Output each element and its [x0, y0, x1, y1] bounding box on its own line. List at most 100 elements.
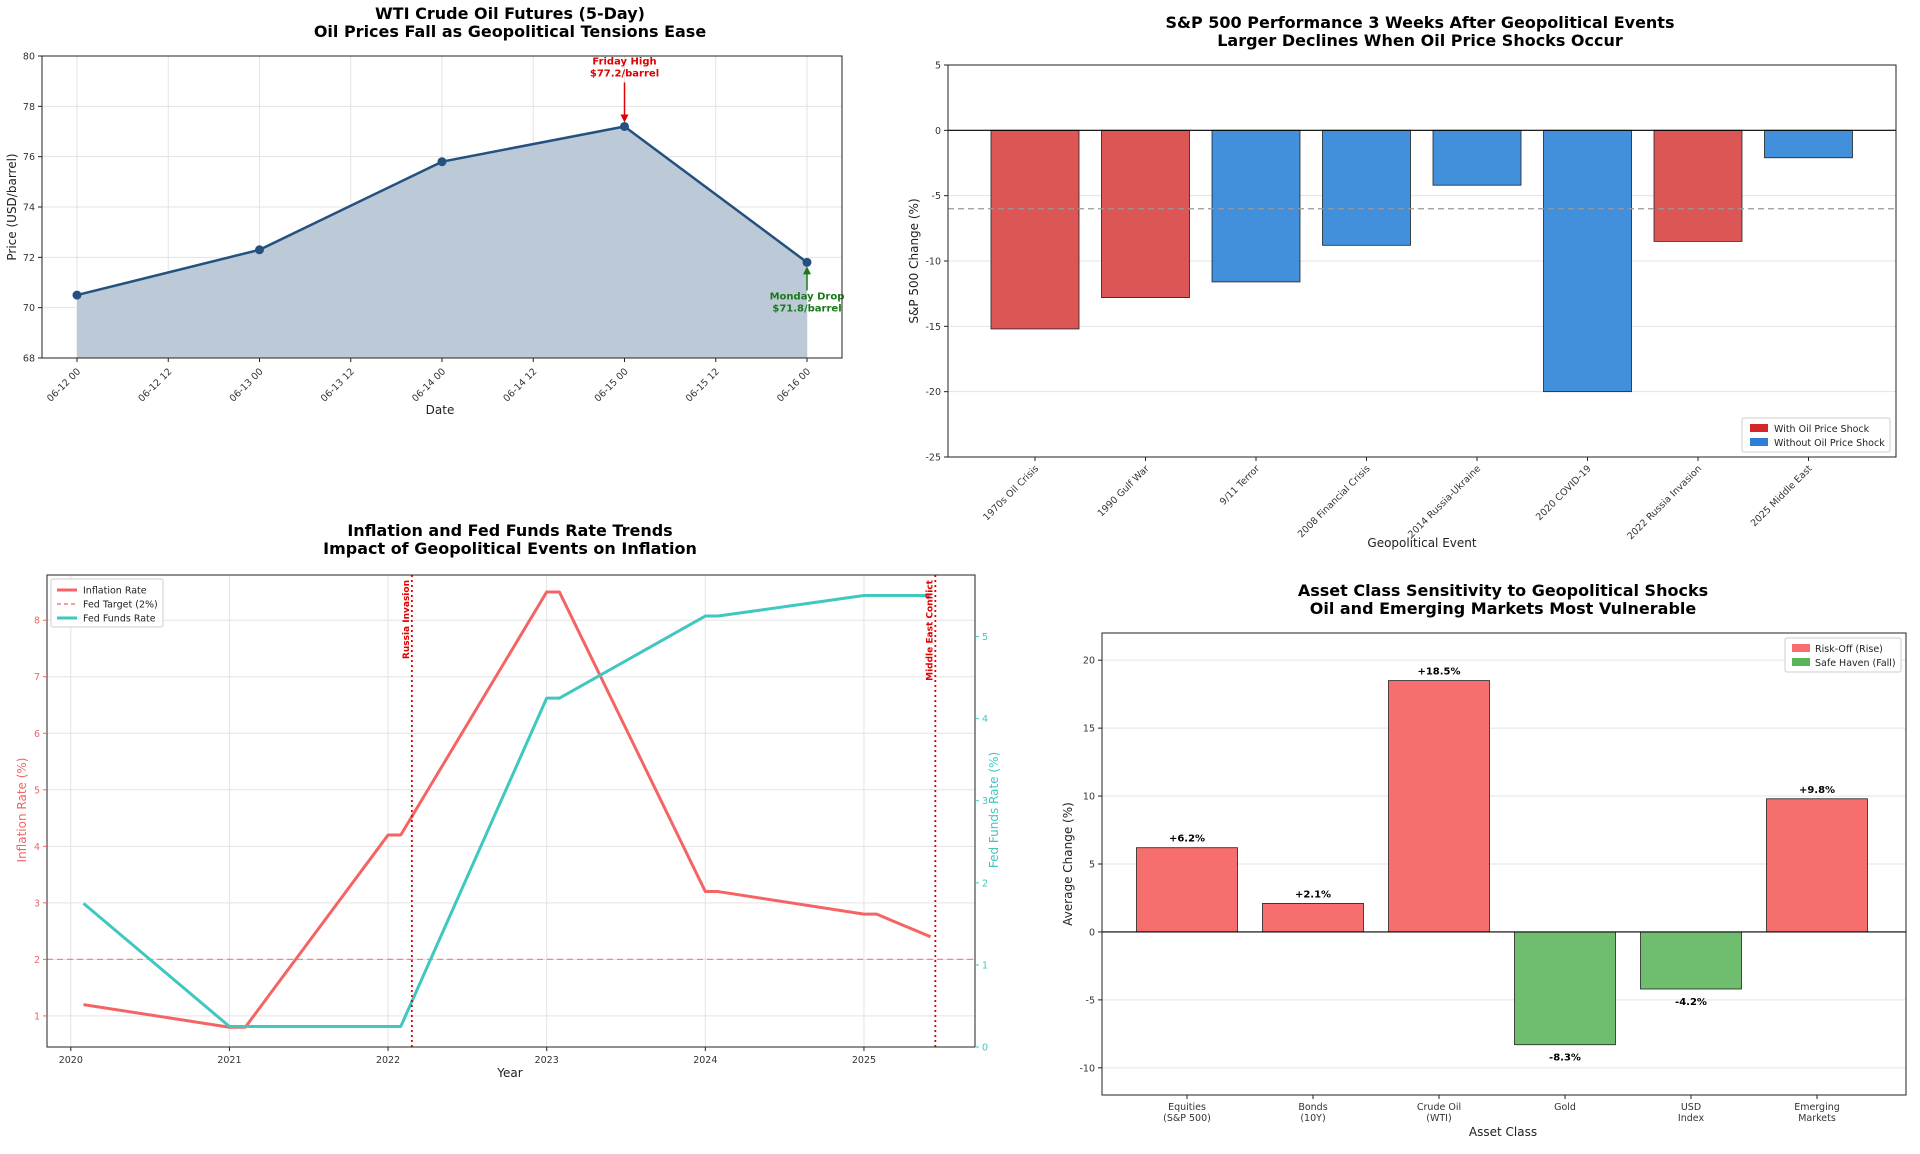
chart2-ytick-label: -20	[925, 387, 941, 398]
chart1-xtick-label: 06-15 00	[593, 366, 631, 404]
chart4-xtick-label: (S&P 500)	[1163, 1113, 1211, 1124]
chart2-legend-box	[1741, 417, 1891, 453]
chart3-ytick-label-left: 5	[34, 785, 40, 796]
chart1-xtick-label: 06-14 12	[501, 366, 539, 404]
chart4-ytick-label: 15	[1083, 724, 1095, 735]
chart4-ytick-label: -5	[1086, 995, 1095, 1006]
chart2-bar	[1543, 129, 1632, 393]
chart3-xtick-label: 2025	[852, 1055, 876, 1066]
chart4-legend-label: Risk-Off (Rise)	[1815, 644, 1883, 655]
chart4-bar	[1388, 680, 1490, 933]
chart4-legend-box	[1784, 637, 1902, 673]
chart2-ytick-label: 5	[935, 61, 941, 72]
chart3-legend-label: Fed Target (2%)	[83, 600, 158, 611]
chart2-legend-swatch	[1750, 424, 1768, 432]
chart3-ytick-label-left: 1	[34, 1011, 40, 1022]
chart1-ytick-label: 80	[23, 52, 35, 63]
chart4-data-label: +6.2%	[1169, 834, 1205, 845]
chart4-legend-swatch	[1792, 658, 1810, 666]
chart4-data-label: -8.3%	[1549, 1053, 1581, 1064]
chart2-bar	[1211, 129, 1301, 283]
chart2-xtick-label: 1970s Oil Crisis	[981, 463, 1041, 523]
chart2-bar	[990, 129, 1080, 330]
chart4-data-label: +2.1%	[1295, 889, 1331, 900]
chart2-legend-label: With Oil Price Shock	[1774, 424, 1870, 435]
chart3-ticks: 1 2 3 4 5 6 7 8 0 1 2 3 4 5 2020 2021 2022 2023 2024 2025	[34, 616, 988, 1066]
chart3-ytick-label-left: 3	[34, 898, 40, 909]
chart2-xtick-label: 2008 Financial Crisis	[1296, 463, 1373, 540]
chart1-xtick-label: 06-12 12	[136, 366, 174, 404]
chart1-data-point	[72, 290, 82, 300]
chart1-area-fill	[77, 126, 807, 358]
chart4-legend-swatch	[1792, 644, 1810, 652]
chart4-ticks: -10 -5 0 5 10 15 20 Equities(S&P 500) Bonds(10Y)…	[1079, 656, 1839, 1124]
chart3-ytick-label-left: 4	[34, 842, 40, 853]
chart2-ytick-label: 0	[935, 126, 941, 137]
chart3-ytick-label-right: 2	[982, 878, 988, 889]
chart3-legend-label: Inflation Rate	[83, 586, 147, 597]
chart1-xtick-label: 06-15 12	[684, 366, 722, 404]
chart4-xtick-label: Emerging	[1794, 1102, 1840, 1113]
chart4-xtick-label: Bonds	[1298, 1102, 1327, 1113]
chart4-legend-label: Safe Haven (Fall)	[1815, 658, 1896, 669]
chart1-data-point	[802, 257, 812, 267]
chart-sp500: S&P 500 Performance 3 Weeks After Geopol…	[907, 13, 1897, 550]
chart1-annotation-arrowhead	[620, 114, 629, 123]
chart2-bar	[1653, 129, 1743, 242]
chart2-xtick-label: 2020 COVID-19	[1534, 463, 1594, 523]
chart4-subtitle: Oil and Emerging Markets Most Vulnerable	[1310, 599, 1697, 618]
chart4-ytick-label: 10	[1083, 792, 1095, 803]
chart2-xtick-label: 1990 Gulf War	[1096, 463, 1152, 519]
chart3-xtick-label: 2024	[693, 1055, 717, 1066]
chart4-xtick-label: Index	[1678, 1113, 1705, 1124]
chart4-ytick-label: 5	[1089, 860, 1095, 871]
chart4-ylabel: Average Change (%)	[1061, 802, 1075, 926]
chart4-ytick-label: 20	[1083, 656, 1095, 667]
chart3-title: Inflation and Fed Funds Rate Trends	[347, 521, 672, 540]
chart2-bar	[1322, 129, 1411, 246]
chart2-ytick-label: -15	[925, 322, 941, 333]
chart1-ytick-label: 78	[23, 102, 35, 113]
chart-wti-oil: WTI Crude Oil Futures (5-Day) Oil Prices…	[5, 4, 844, 417]
chart1-xtick-label: 06-14 00	[410, 366, 448, 404]
chart4-xtick-label: Markets	[1798, 1113, 1836, 1124]
chart4-xtick-label: Gold	[1554, 1102, 1576, 1113]
chart-asset-class: Asset Class Sensitivity to Geopolitical …	[1061, 581, 1907, 1139]
chart2-subtitle: Larger Declines When Oil Price Shocks Oc…	[1217, 31, 1623, 50]
chart3-series-line	[83, 590, 932, 1029]
chart3-ylabel-right: Fed Funds Rate (%)	[987, 752, 1001, 868]
chart1-xtick-label: 06-16 00	[775, 366, 813, 404]
chart1-annotation-low-value: $71.8/barrel	[772, 303, 841, 314]
chart3-event-label: Middle East Conflict	[925, 579, 935, 681]
chart1-annotation-high-value: $77.2/barrel	[590, 68, 659, 79]
chart2-grid	[948, 64, 1896, 458]
chart3-legend-label: Fed Funds Rate	[83, 614, 156, 625]
chart1-title: WTI Crude Oil Futures (5-Day)	[375, 4, 645, 23]
chart1-ytick-label: 76	[23, 152, 35, 163]
chart4-data-label: +18.5%	[1417, 667, 1460, 678]
chart4-ytick-label: -10	[1079, 1063, 1095, 1074]
chart2-bar	[1432, 129, 1522, 186]
chart1-subtitle: Oil Prices Fall as Geopolitical Tensions…	[314, 22, 707, 41]
chart2-bars	[948, 129, 1896, 393]
chart4-xtick-label: (10Y)	[1300, 1113, 1325, 1124]
chart3-frame	[46, 574, 976, 1048]
chart3-ytick-label-left: 8	[34, 616, 40, 627]
chart3-subtitle: Impact of Geopolitical Events on Inflati…	[323, 539, 697, 558]
chart3-grid	[47, 575, 975, 1047]
chart3-event-label: Russia Invasion	[402, 580, 412, 659]
chart3-legend-box	[50, 578, 164, 628]
chart2-xtick-label: 2025 Middle East	[1749, 463, 1815, 529]
chart1-ytick-label: 70	[23, 303, 35, 314]
chart3-series-line	[82, 594, 931, 1028]
chart1-data-point	[255, 245, 264, 255]
chart1-annotation-low-label: Monday Drop	[770, 291, 845, 302]
chart2-xtick-label: 9/11 Terror	[1218, 463, 1262, 507]
chart2-title: S&P 500 Performance 3 Weeks After Geopol…	[1166, 13, 1675, 32]
chart1-data-point	[620, 121, 629, 131]
chart2-xlabel: Geopolitical Event	[1367, 536, 1476, 550]
chart4-xtick-label: Crude Oil	[1417, 1102, 1461, 1113]
chart4-xtick-label: (WTI)	[1426, 1113, 1451, 1124]
chart2-ytick-label: -5	[932, 191, 941, 202]
